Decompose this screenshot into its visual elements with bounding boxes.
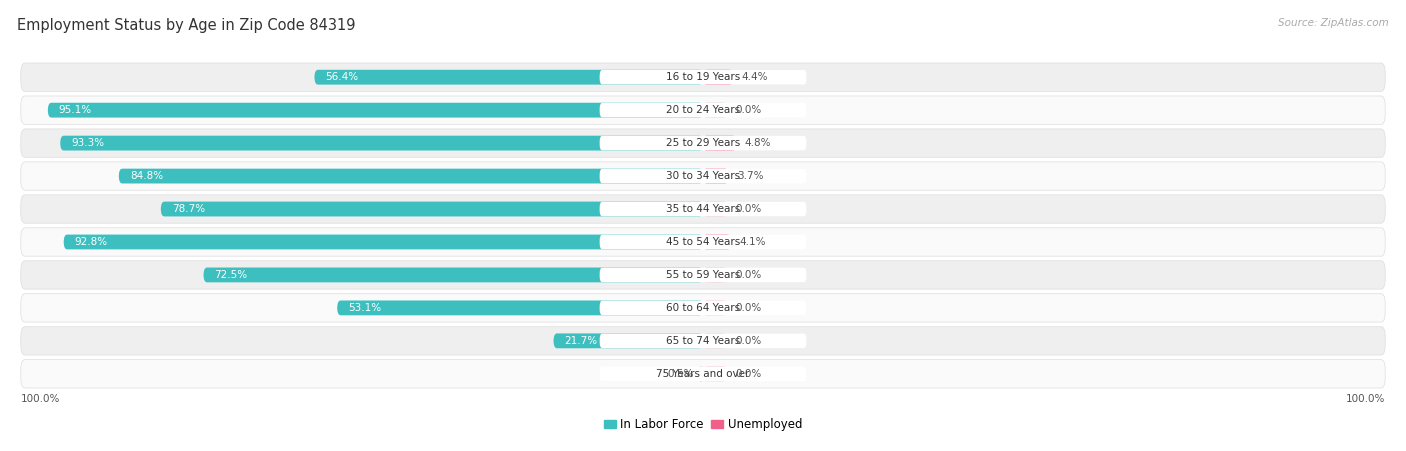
Text: 53.1%: 53.1%: [349, 303, 381, 313]
Text: 75 Years and over: 75 Years and over: [657, 369, 749, 379]
Text: Employment Status by Age in Zip Code 84319: Employment Status by Age in Zip Code 843…: [17, 18, 356, 33]
Text: 21.7%: 21.7%: [565, 336, 598, 346]
FancyBboxPatch shape: [703, 136, 737, 151]
FancyBboxPatch shape: [703, 70, 734, 85]
FancyBboxPatch shape: [703, 169, 728, 184]
Text: 60 to 64 Years: 60 to 64 Years: [666, 303, 740, 313]
FancyBboxPatch shape: [599, 103, 807, 117]
FancyBboxPatch shape: [21, 327, 1385, 355]
FancyBboxPatch shape: [703, 366, 727, 381]
FancyBboxPatch shape: [21, 63, 1385, 92]
FancyBboxPatch shape: [599, 235, 807, 249]
FancyBboxPatch shape: [21, 359, 1385, 388]
FancyBboxPatch shape: [703, 103, 727, 118]
Text: 100.0%: 100.0%: [21, 394, 60, 404]
FancyBboxPatch shape: [48, 103, 703, 118]
FancyBboxPatch shape: [700, 366, 703, 381]
FancyBboxPatch shape: [63, 235, 703, 249]
Text: 16 to 19 Years: 16 to 19 Years: [666, 72, 740, 82]
Legend: In Labor Force, Unemployed: In Labor Force, Unemployed: [599, 413, 807, 436]
Text: Source: ZipAtlas.com: Source: ZipAtlas.com: [1278, 18, 1389, 28]
Text: 25 to 29 Years: 25 to 29 Years: [666, 138, 740, 148]
FancyBboxPatch shape: [599, 367, 807, 381]
Text: 0.0%: 0.0%: [735, 303, 762, 313]
FancyBboxPatch shape: [554, 333, 703, 348]
Text: 78.7%: 78.7%: [172, 204, 205, 214]
Text: 55 to 59 Years: 55 to 59 Years: [666, 270, 740, 280]
Text: 30 to 34 Years: 30 to 34 Years: [666, 171, 740, 181]
Text: 0.0%: 0.0%: [735, 270, 762, 280]
FancyBboxPatch shape: [599, 268, 807, 282]
Text: 0.0%: 0.0%: [735, 204, 762, 214]
FancyBboxPatch shape: [599, 301, 807, 315]
Text: 4.8%: 4.8%: [744, 138, 770, 148]
Text: 72.5%: 72.5%: [215, 270, 247, 280]
FancyBboxPatch shape: [160, 202, 703, 216]
FancyBboxPatch shape: [21, 228, 1385, 256]
FancyBboxPatch shape: [337, 300, 703, 315]
Text: 0.0%: 0.0%: [735, 105, 762, 115]
Text: 0.5%: 0.5%: [668, 369, 695, 379]
FancyBboxPatch shape: [21, 129, 1385, 157]
Text: 100.0%: 100.0%: [1346, 394, 1385, 404]
Text: 0.0%: 0.0%: [735, 336, 762, 346]
Text: 20 to 24 Years: 20 to 24 Years: [666, 105, 740, 115]
FancyBboxPatch shape: [703, 235, 731, 249]
Text: 65 to 74 Years: 65 to 74 Years: [666, 336, 740, 346]
Text: 56.4%: 56.4%: [325, 72, 359, 82]
FancyBboxPatch shape: [21, 294, 1385, 322]
FancyBboxPatch shape: [21, 261, 1385, 289]
FancyBboxPatch shape: [21, 96, 1385, 124]
Text: 4.4%: 4.4%: [741, 72, 768, 82]
Text: 4.1%: 4.1%: [740, 237, 766, 247]
FancyBboxPatch shape: [599, 202, 807, 216]
Text: 84.8%: 84.8%: [129, 171, 163, 181]
Text: 0.0%: 0.0%: [735, 369, 762, 379]
Text: 45 to 54 Years: 45 to 54 Years: [666, 237, 740, 247]
FancyBboxPatch shape: [599, 70, 807, 84]
FancyBboxPatch shape: [703, 202, 727, 216]
FancyBboxPatch shape: [599, 334, 807, 348]
FancyBboxPatch shape: [599, 169, 807, 183]
Text: 95.1%: 95.1%: [59, 105, 91, 115]
FancyBboxPatch shape: [703, 333, 727, 348]
FancyBboxPatch shape: [60, 136, 703, 151]
FancyBboxPatch shape: [204, 267, 703, 282]
Text: 93.3%: 93.3%: [72, 138, 104, 148]
FancyBboxPatch shape: [599, 136, 807, 150]
FancyBboxPatch shape: [118, 169, 703, 184]
Text: 92.8%: 92.8%: [75, 237, 108, 247]
FancyBboxPatch shape: [315, 70, 703, 85]
FancyBboxPatch shape: [703, 300, 727, 315]
Text: 3.7%: 3.7%: [737, 171, 763, 181]
FancyBboxPatch shape: [21, 195, 1385, 223]
Text: 35 to 44 Years: 35 to 44 Years: [666, 204, 740, 214]
FancyBboxPatch shape: [703, 267, 727, 282]
FancyBboxPatch shape: [21, 162, 1385, 190]
